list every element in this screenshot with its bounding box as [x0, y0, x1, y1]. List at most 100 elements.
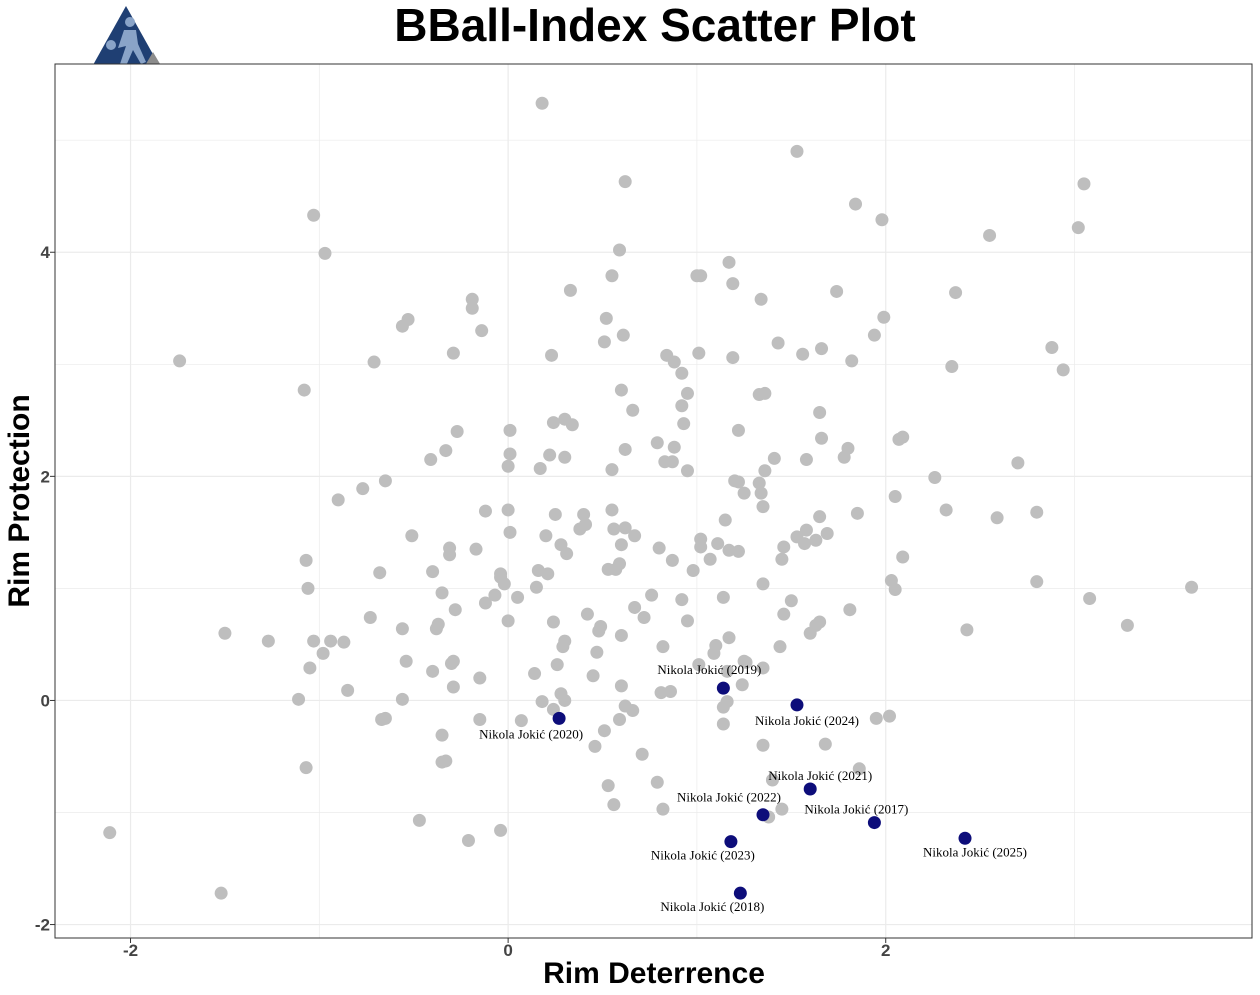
- data-point: [618, 521, 632, 535]
- data-point: [599, 311, 613, 325]
- data-point: [605, 463, 619, 477]
- data-point: [299, 553, 313, 567]
- data-point: [656, 640, 670, 654]
- data-point: [614, 538, 628, 552]
- data-point: [299, 761, 313, 775]
- data-point: [1083, 591, 1097, 605]
- data-point: [777, 607, 791, 621]
- data-point: [435, 755, 449, 769]
- point-label: Nikola Jokić (2025): [923, 844, 1027, 859]
- data-point: [341, 683, 355, 697]
- data-point: [535, 96, 549, 110]
- data-point: [654, 686, 668, 700]
- point-label: Nikola Jokić (2018): [660, 899, 764, 914]
- data-point: [511, 590, 525, 604]
- point-label: Nikola Jokić (2017): [804, 802, 908, 817]
- data-point: [680, 614, 694, 628]
- data-point: [888, 583, 902, 597]
- data-point: [450, 425, 464, 439]
- data-point: [292, 692, 306, 706]
- data-point: [1077, 177, 1091, 191]
- data-point: [435, 586, 449, 600]
- highlight-point: [724, 835, 738, 849]
- data-point: [667, 355, 681, 369]
- data-point: [754, 292, 768, 306]
- data-point: [614, 679, 628, 693]
- data-point: [675, 593, 689, 607]
- data-point: [818, 737, 832, 751]
- data-point: [405, 529, 419, 543]
- data-point: [875, 213, 889, 227]
- data-point: [331, 493, 345, 507]
- data-point: [1120, 618, 1134, 632]
- data-point: [837, 450, 851, 464]
- data-point: [983, 228, 997, 242]
- data-point: [443, 548, 457, 562]
- data-point: [680, 464, 694, 478]
- plot-border: [54, 63, 1253, 939]
- data-point: [680, 386, 694, 400]
- data-point: [784, 594, 798, 608]
- data-point: [446, 680, 460, 694]
- data-point: [601, 779, 615, 793]
- data-point: [560, 547, 574, 561]
- data-point: [718, 513, 732, 527]
- data-point: [752, 476, 766, 490]
- data-point: [645, 588, 659, 602]
- data-point: [469, 542, 483, 556]
- data-point: [773, 640, 787, 654]
- x-tick-label: -2: [123, 941, 138, 960]
- data-point: [798, 537, 812, 551]
- data-point: [869, 711, 883, 725]
- data-point: [813, 510, 827, 524]
- data-point: [503, 525, 517, 539]
- data-point: [514, 714, 528, 728]
- data-point: [395, 692, 409, 706]
- data-point: [756, 661, 770, 675]
- data-point: [494, 823, 508, 837]
- data-point: [316, 646, 330, 660]
- highlight-point: [552, 711, 566, 725]
- x-tick-label: 0: [503, 941, 512, 960]
- data-point: [395, 622, 409, 636]
- data-point: [652, 541, 666, 555]
- data-point: [550, 658, 564, 672]
- data-point: [722, 255, 736, 269]
- data-point: [399, 654, 413, 668]
- data-point: [777, 540, 791, 554]
- data-point: [541, 567, 555, 581]
- data-point: [1185, 580, 1199, 594]
- data-point: [665, 455, 679, 469]
- data-point: [497, 577, 511, 591]
- data-point: [478, 596, 492, 610]
- data-point: [888, 490, 902, 504]
- data-point: [1071, 221, 1085, 235]
- data-point: [614, 383, 628, 397]
- data-point: [535, 695, 549, 709]
- point-label: Nikola Jokić (2020): [479, 726, 583, 741]
- highlight-point: [790, 698, 804, 712]
- data-point: [214, 886, 228, 900]
- data-point: [694, 540, 708, 554]
- data-point: [716, 700, 730, 714]
- data-point: [543, 448, 557, 462]
- data-point: [849, 197, 863, 211]
- data-point: [758, 464, 772, 478]
- data-point: [529, 580, 543, 594]
- data-point: [488, 588, 502, 602]
- data-point: [767, 451, 781, 465]
- data-point: [378, 474, 392, 488]
- jokic-labels: Nikola Jokić (2019) Nikola Jokić (2020) Ni…: [479, 662, 1027, 914]
- data-point: [607, 522, 621, 536]
- jokic-points: [552, 681, 972, 900]
- data-point: [650, 775, 664, 789]
- data-point: [607, 798, 621, 812]
- data-point: [614, 628, 628, 642]
- data-point: [945, 360, 959, 374]
- data-point: [820, 526, 834, 540]
- data-point: [533, 462, 547, 476]
- data-point: [473, 671, 487, 685]
- data-point: [939, 503, 953, 517]
- data-point: [501, 503, 515, 517]
